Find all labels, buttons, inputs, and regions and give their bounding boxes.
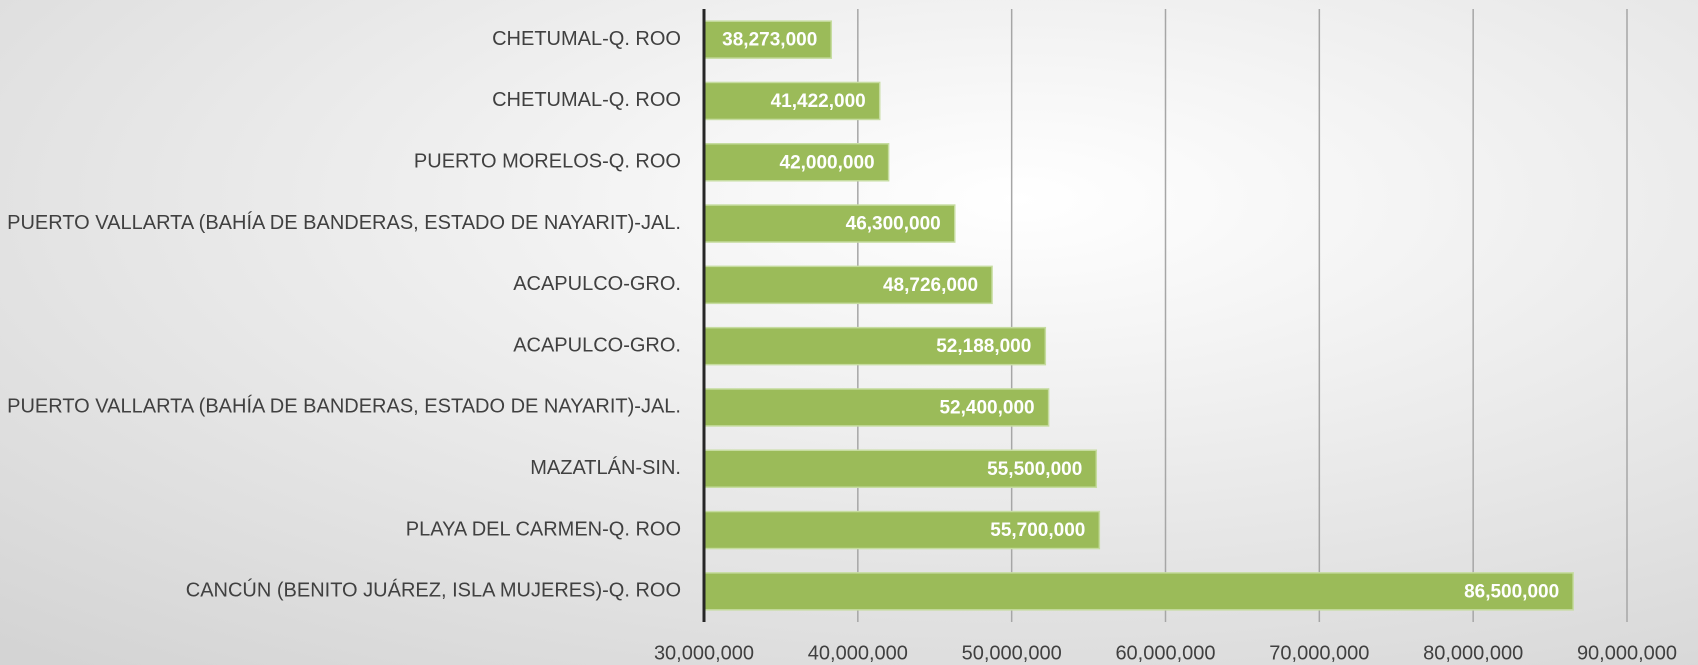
bar: [703, 143, 890, 182]
x-tick-label: 90,000,000: [1577, 642, 1677, 664]
x-tick-label: 40,000,000: [808, 642, 908, 664]
value-label: 41,422,000: [771, 91, 866, 112]
category-label: PUERTO MORELOS-Q. ROO: [414, 151, 681, 173]
category-label: CHETUMAL-Q. ROO: [492, 89, 681, 111]
bar: [703, 388, 1050, 427]
value-label: 55,700,000: [990, 520, 1085, 541]
value-label: 46,300,000: [846, 214, 941, 235]
value-label: 48,726,000: [883, 275, 978, 296]
bar: [703, 204, 956, 243]
bar: [703, 326, 1047, 366]
category-label: PUERTO VALLARTA (BAHÍA DE BANDERAS, ESTA…: [7, 211, 681, 234]
x-tick-label: 60,000,000: [1115, 642, 1215, 664]
category-label: PLAYA DEL CARMEN-Q. ROO: [406, 518, 681, 540]
value-label: 52,400,000: [939, 397, 1034, 418]
value-label: 52,188,000: [936, 336, 1031, 357]
category-label: ACAPULCO-GRO.: [513, 273, 681, 295]
value-label: 55,500,000: [987, 459, 1082, 480]
value-label: 86,500,000: [1464, 581, 1559, 602]
category-label: PUERTO VALLARTA (BAHÍA DE BANDERAS, ESTA…: [7, 395, 681, 418]
value-label: 38,273,000: [722, 30, 817, 51]
category-label: ACAPULCO-GRO.: [513, 334, 681, 356]
x-tick-label: 80,000,000: [1423, 642, 1523, 664]
bar: [703, 572, 1574, 611]
category-label: MAZATLÁN-SIN.: [530, 456, 681, 479]
x-tick-label: 50,000,000: [962, 642, 1062, 664]
category-label: CHETUMAL-Q. ROO: [492, 28, 681, 50]
bar: [703, 20, 833, 59]
x-tick-label: 70,000,000: [1269, 642, 1369, 664]
x-tick-label: 30,000,000: [654, 642, 754, 664]
value-label: 42,000,000: [780, 152, 875, 173]
category-label: CANCÚN (BENITO JUÁREZ, ISLA MUJERES)-Q. …: [186, 579, 681, 602]
bar: [703, 265, 993, 305]
bar: [703, 449, 1098, 488]
